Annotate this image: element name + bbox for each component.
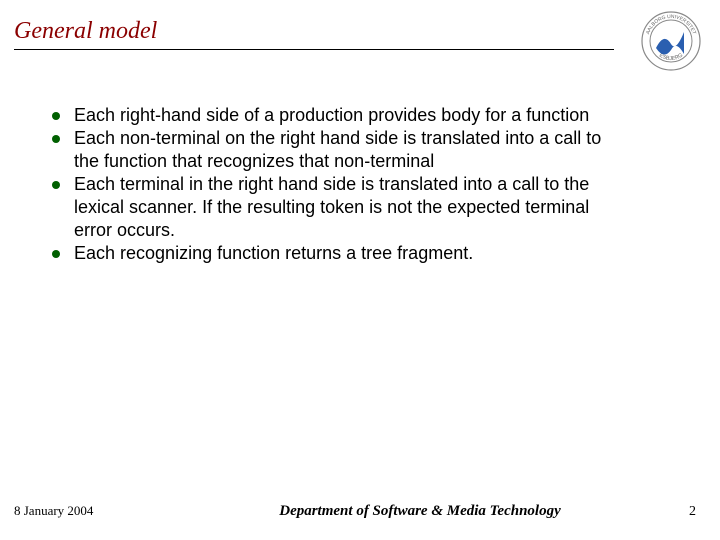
bullet-icon	[52, 135, 60, 143]
bullet-text: Each right-hand side of a production pro…	[74, 104, 589, 127]
title-underline	[14, 49, 614, 50]
footer-department: Department of Software & Media Technolog…	[184, 503, 656, 520]
list-item: Each recognizing function returns a tree…	[52, 242, 612, 265]
slide: General model AALBORG UNIVERSITET ESBJER…	[0, 0, 720, 540]
list-item: Each non-terminal on the right hand side…	[52, 127, 612, 173]
bullet-icon	[52, 250, 60, 258]
bullet-list: Each right-hand side of a production pro…	[52, 104, 612, 265]
list-item: Each right-hand side of a production pro…	[52, 104, 612, 127]
slide-title: General model	[14, 18, 696, 45]
list-item: Each terminal in the right hand side is …	[52, 173, 612, 242]
bullet-icon	[52, 112, 60, 120]
bullet-text: Each recognizing function returns a tree…	[74, 242, 473, 265]
bullet-text: Each non-terminal on the right hand side…	[74, 127, 612, 173]
footer-date: 8 January 2004	[14, 503, 184, 519]
slide-footer: 8 January 2004 Department of Software & …	[0, 503, 720, 520]
footer-page-number: 2	[656, 504, 696, 520]
bullet-text: Each terminal in the right hand side is …	[74, 173, 612, 242]
bullet-icon	[52, 181, 60, 189]
university-logo: AALBORG UNIVERSITET ESBJERG	[640, 10, 702, 72]
